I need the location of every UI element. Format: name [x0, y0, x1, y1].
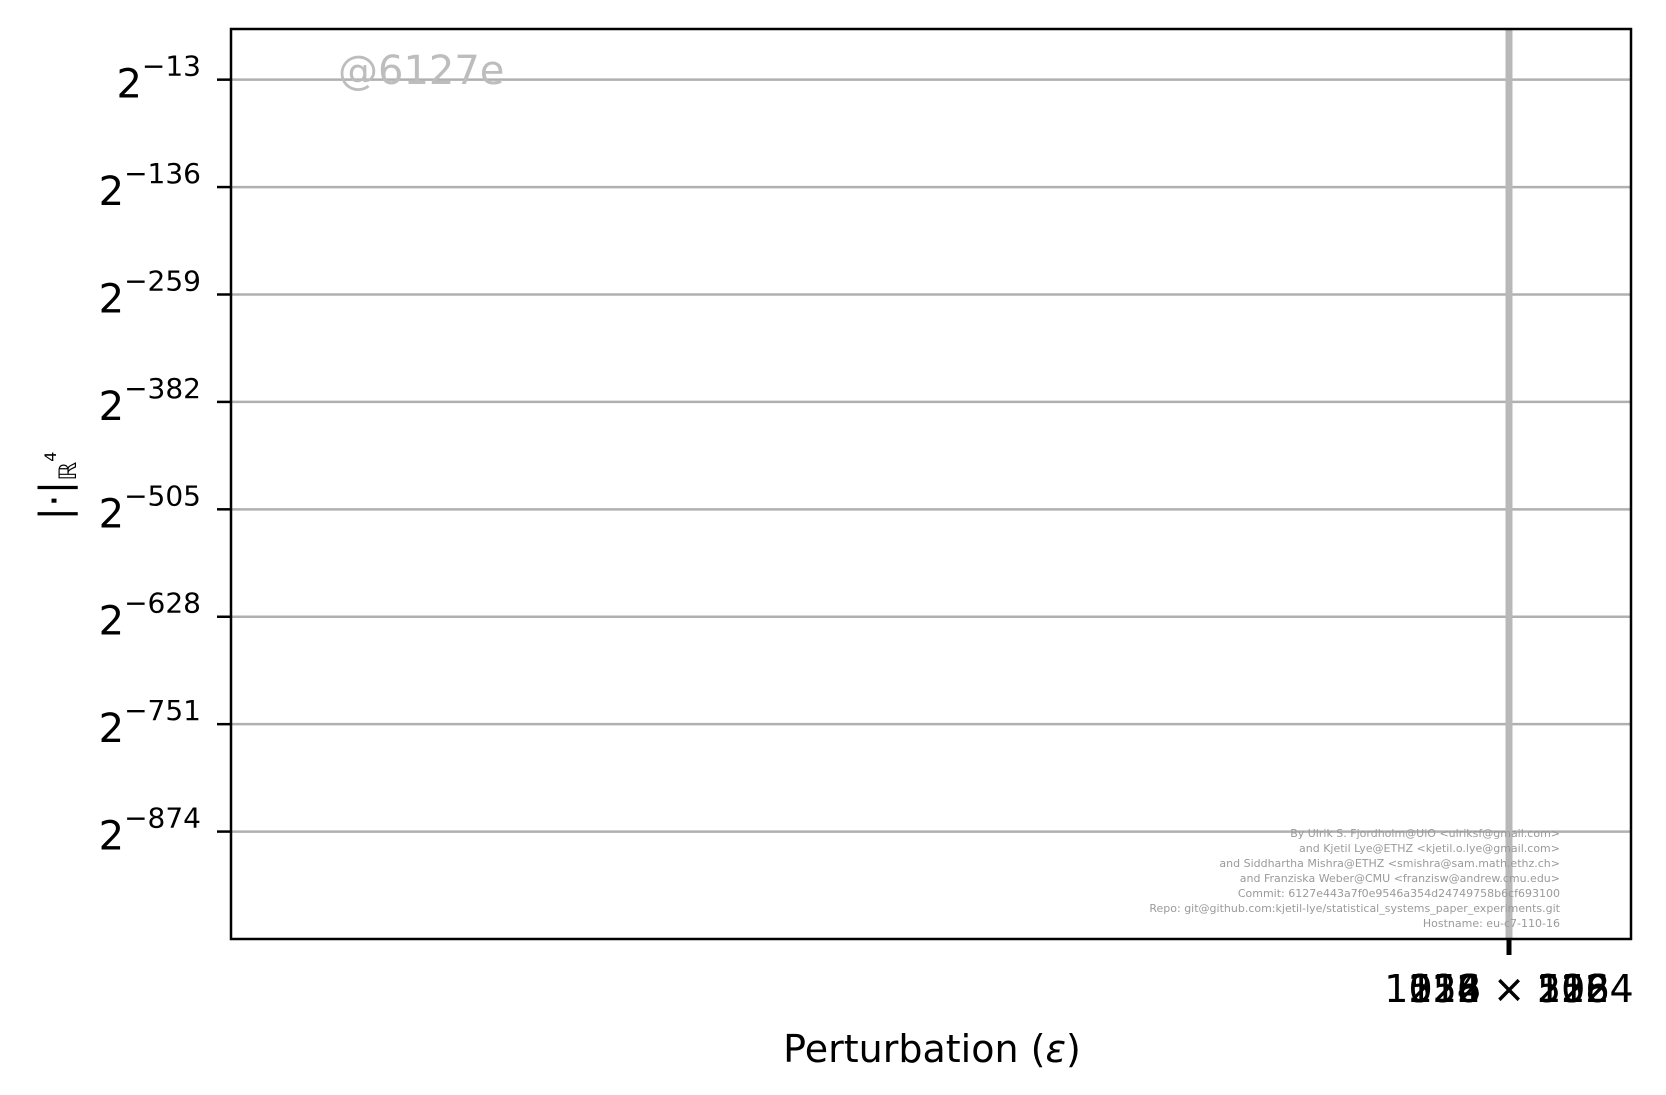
credits-block: By Ulrik S. Fjordholm@UiO <ulriksf@gmail…	[1149, 827, 1560, 930]
watermark: @6127e	[338, 48, 504, 94]
credit-line: and Franziska Weber@CMU <franzisw@andrew…	[1240, 872, 1560, 885]
y-tick-label: 2−751	[99, 694, 201, 752]
y-tick-label: 2−628	[99, 587, 201, 645]
x-axis-label: Perturbation (ε)	[783, 1027, 1081, 1071]
y-tick-label: 2−505	[99, 479, 201, 537]
credit-line: and Kjetil Lye@ETHZ <kjetil.o.lye@gmail.…	[1299, 842, 1560, 855]
x-tick-label: 128 × 128	[1408, 967, 1609, 1011]
credit-line: and Siddhartha Mishra@ETHZ <smishra@sam.…	[1219, 857, 1560, 870]
y-axis-label: |·|ℝ4	[32, 452, 82, 521]
svg-text:|·|ℝ4: |·|ℝ4	[32, 452, 82, 521]
x-tick-label: 1024 × 1024	[1384, 967, 1633, 1011]
y-tick-label: 2−874	[99, 802, 201, 860]
credit-line: By Ulrik S. Fjordholm@UiO <ulriksf@gmail…	[1290, 827, 1560, 840]
grid-lines	[231, 78, 1631, 833]
credit-line: Hostname: eu-c7-110-16	[1423, 917, 1560, 930]
y-tick-label: 2−136	[99, 157, 201, 215]
y-tick-label: 2−382	[99, 372, 201, 430]
credit-line: Commit: 6127e443a7f0e9546a354d24749758b6…	[1238, 887, 1560, 900]
x-tick-label: 512 × 512	[1408, 967, 1609, 1011]
plot-area	[231, 29, 1631, 939]
y-axis-ticks: 2−13 2−136 2−259 2−382 2−505 2−628 2−751 2−874	[99, 50, 231, 860]
axes-frame	[229, 27, 1633, 941]
y-tick-label: 2−13	[116, 50, 201, 108]
credit-line: Repo: git@github.com:kjetil-lye/statisti…	[1149, 902, 1560, 915]
x-tick-label: 256 × 256	[1408, 967, 1609, 1011]
y-tick-label: 2−259	[99, 264, 201, 322]
